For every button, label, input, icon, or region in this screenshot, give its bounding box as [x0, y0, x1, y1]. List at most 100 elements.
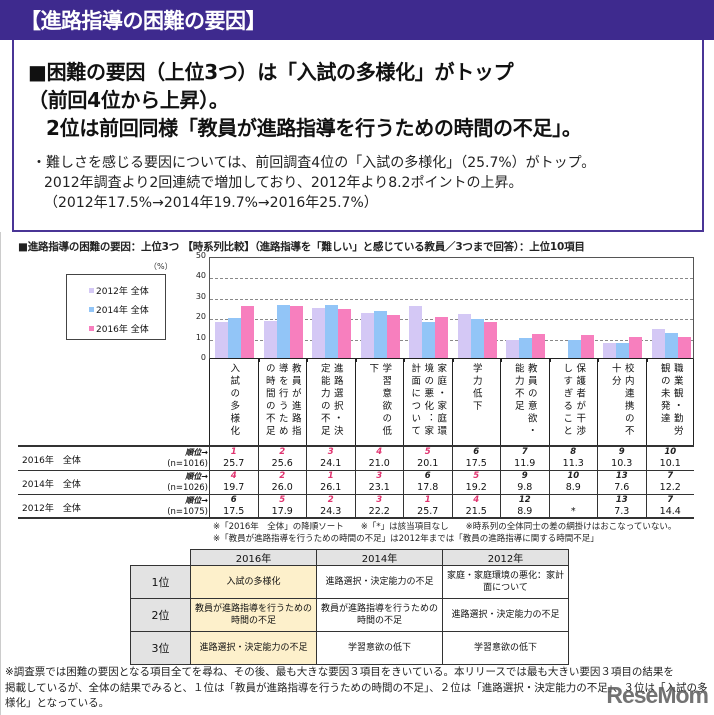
- rank-value: 6: [473, 447, 480, 457]
- rank-value: 1: [424, 495, 431, 505]
- table-cell: 3 23.1: [354, 471, 404, 495]
- rank-value: 5: [279, 495, 286, 505]
- rank-value: 2: [279, 471, 286, 481]
- row-label: 2016年 全体: [22, 456, 81, 466]
- rank-value: 1: [230, 447, 237, 457]
- bar: [386, 315, 400, 358]
- bar: [651, 328, 665, 358]
- percent-value: 26.0: [271, 482, 293, 493]
- category-labels: 入試の多様化 教員が進路指導を行うための時間の不足 進路選択・決定能力の不足 学習意欲…: [209, 359, 694, 445]
- ranking-label-3: 3位: [130, 631, 191, 665]
- bar: [677, 337, 691, 358]
- category-label: 学力低下: [453, 359, 501, 445]
- rank-label: 順位→: [185, 496, 208, 505]
- rank-value: 3: [327, 447, 334, 457]
- percent-value: 14.4: [659, 506, 681, 517]
- legend-swatch-icon: [89, 326, 94, 331]
- rank-value: 8: [570, 447, 577, 457]
- chart-legend: 2012年 全体 2014年 全体 2016年 全体: [66, 274, 166, 340]
- bar: [532, 333, 545, 358]
- table-row: 2014年 全体 順位→ (n=1026) 4 19.7 2 26.0 1 26.1 3 23.1 6…: [18, 471, 694, 495]
- bar: [629, 337, 642, 358]
- table-cell: 12 8.9: [500, 495, 549, 519]
- percent-value: 8.9: [565, 482, 581, 493]
- gridline: [210, 278, 693, 280]
- note-line-1: ※「2016年 全体」の降順ソート ※「*」は該当項目なし ※時系列の全体同士の…: [213, 522, 677, 532]
- percent-value: 19.7: [223, 482, 245, 493]
- watermark-logo: ReseMom: [606, 682, 709, 708]
- ranking-header-2016: 2016年: [190, 549, 317, 566]
- table-cell: 5 17.9: [257, 495, 307, 519]
- rank-value: [550, 495, 598, 506]
- table-cell: 7 14.4: [645, 495, 695, 519]
- description-line-1: ・難しさを感じる要因については、前回調査4位の「入試の多様化」（25.7%）がト…: [32, 155, 596, 171]
- rank-value: 9: [521, 471, 528, 481]
- footnote-line-1: ※調査票では困難の要因となる項目全てを尋ね、その後、最も大きな要因３項目をきいて…: [5, 666, 674, 678]
- headline-line-3: 2位は前回同様「教員が進路指導を行うための時間の不足」。: [46, 116, 582, 140]
- y-tick-label: 20: [195, 312, 206, 322]
- table-cell: 3 24.1: [306, 447, 355, 471]
- table-cell: 7 11.9: [500, 447, 549, 471]
- bar: [338, 308, 351, 358]
- rank-value: 10: [567, 471, 580, 481]
- x-tick: [598, 358, 599, 362]
- table-cell: 10 8.9: [548, 471, 598, 495]
- footnote: ※調査票では困難の要因となる項目全てを尋ね、その後、最も大きな要因３項目をきいて…: [5, 665, 710, 712]
- x-tick: [549, 358, 551, 362]
- rank-value: 10: [664, 447, 677, 457]
- category-label-text: 入試の多様化: [228, 363, 240, 438]
- bar: [263, 321, 277, 358]
- table-row: 2012年 全体 順位→ (n=1075) 6 17.5 5 17.9 2 24.3 3 22.2 1…: [18, 495, 694, 519]
- y-axis-unit: （%）: [149, 262, 173, 271]
- ranking-cell: 進路選択・決定能力の不足: [190, 631, 317, 665]
- headline-line-2: （前回4位から上昇）。: [28, 88, 229, 112]
- description-line-2: 2012年調査より2回連続で増加しており、2012年より8.2ポイントの上昇。: [44, 175, 523, 191]
- percent-value: 21.0: [368, 458, 390, 469]
- bar: [435, 317, 448, 358]
- rank-value: 13: [615, 495, 628, 505]
- bar: [241, 305, 254, 358]
- table-row: 2016年 全体 順位→ (n=1016) 1 25.7 2 25.6 3 24.1 4 21.0 5…: [18, 447, 694, 471]
- plot-area: [209, 257, 694, 362]
- category-label: 校内連携の不十分: [598, 359, 647, 445]
- bar: [422, 321, 435, 358]
- rank-value: 6: [230, 495, 237, 505]
- rank-value: 6: [424, 471, 431, 481]
- legend-label: 2016年 全体: [96, 325, 149, 335]
- y-tick-label: 0: [200, 353, 206, 362]
- percent-value: 25.7: [223, 458, 245, 469]
- bar: [276, 304, 290, 358]
- legend-label: 2014年 全体: [96, 306, 149, 316]
- rank-value: 3: [376, 495, 383, 505]
- ranking-cell: 入試の多様化: [190, 565, 317, 599]
- table-cell: 6 17.8: [403, 471, 452, 495]
- sample-size: (n=1075): [167, 507, 208, 517]
- category-label: 職業観・勤労観の未発達: [647, 359, 696, 445]
- rank-value: 12: [518, 495, 531, 505]
- percent-value: 25.6: [271, 458, 293, 469]
- rank-value: 2: [327, 495, 334, 505]
- table-cell: 13 7.6: [597, 471, 646, 495]
- category-label-text: 進路選択・決定能力の不足: [318, 363, 343, 438]
- ranking-cell: 教員が進路指導を行うための時間の不足: [316, 598, 443, 632]
- percent-value: 11.3: [562, 458, 584, 469]
- rank-label: 順位→: [185, 472, 208, 481]
- category-label-text: 学習意欲の低下: [367, 363, 392, 438]
- table-cell: 7 12.2: [645, 471, 695, 495]
- table-cell: 5 19.2: [451, 471, 501, 495]
- bar: [312, 308, 325, 358]
- description-line-3: （2012年17.5%→2014年19.7%→2016年25.7%）: [44, 195, 378, 211]
- data-table: 2016年 全体 順位→ (n=1016) 1 25.7 2 25.6 3 24.1 4 21.0 5…: [18, 445, 694, 519]
- bar: [580, 334, 594, 358]
- page-title: 【進路指導の困難の要因】: [20, 9, 267, 33]
- percent-value: 17.5: [465, 458, 487, 469]
- x-tick: [501, 358, 502, 362]
- gridline: [210, 339, 693, 341]
- gridline: [210, 298, 693, 300]
- ranking-table: 2016年 2014年 2012年 1位 入試の多様化 進路選択・決定能力の不足…: [130, 549, 569, 665]
- ranking-table-corner: [130, 549, 191, 566]
- x-tick: [452, 358, 454, 362]
- category-label-text: 学力低下: [470, 363, 482, 413]
- ranking-cell: 学習意欲の低下: [316, 631, 443, 665]
- table-cell: 3 22.2: [354, 495, 404, 519]
